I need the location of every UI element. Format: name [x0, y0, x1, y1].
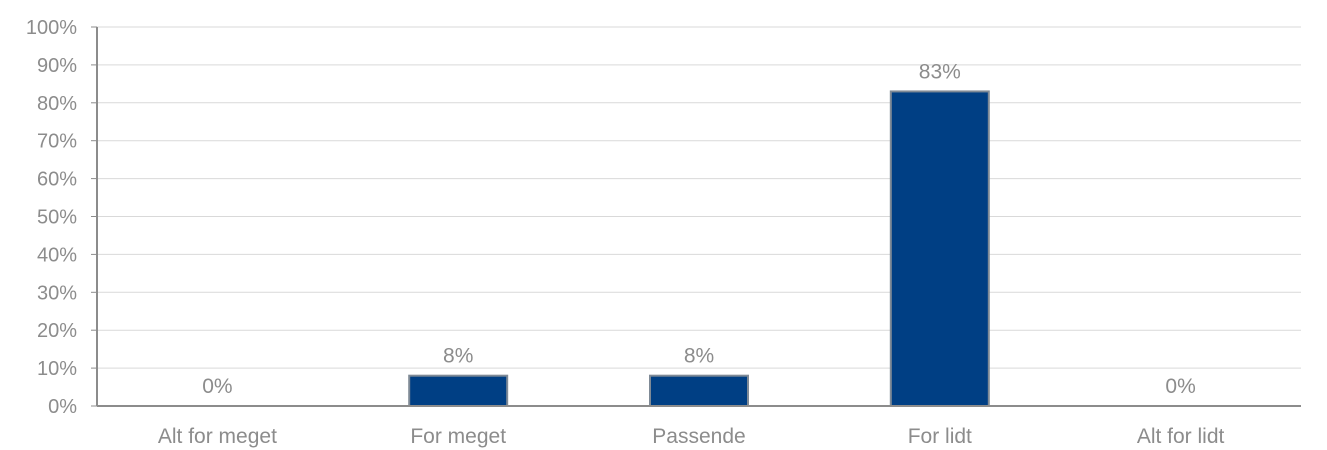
x-tick-label: Alt for meget — [158, 425, 277, 448]
data-label: 8% — [684, 345, 714, 368]
y-tick-label: 0% — [48, 396, 77, 418]
y-tick-label: 60% — [37, 169, 77, 191]
gridlines — [97, 26, 1301, 369]
bar — [889, 90, 990, 408]
data-labels: 0% 8% 8% 83% 0% — [202, 60, 1196, 398]
x-tick-label: For meget — [410, 425, 506, 448]
x-tick-label: Alt for lidt — [1137, 425, 1225, 448]
data-label: 8% — [443, 345, 473, 368]
y-tick-label: 80% — [37, 93, 77, 115]
y-axis-ticks: 0% 10% 20% 30% 40% 50% 60% 70% 80% 90% 100% — [26, 17, 97, 418]
x-axis-labels: Alt for meget For meget Passende For lidt Al… — [158, 425, 1225, 448]
y-tick-label: 10% — [37, 358, 77, 380]
x-tick-label: Passende — [652, 425, 745, 448]
y-tick-label: 40% — [37, 244, 77, 266]
y-tick-label: 90% — [37, 55, 77, 77]
y-tick-label: 20% — [37, 320, 77, 342]
x-tick-label: For lidt — [908, 425, 972, 448]
data-label: 0% — [202, 375, 232, 398]
data-label: 0% — [1165, 375, 1195, 398]
y-tick-label: 50% — [37, 207, 77, 229]
y-tick-label: 30% — [37, 282, 77, 304]
bar — [408, 374, 509, 407]
data-label: 83% — [919, 60, 961, 83]
bar — [649, 374, 749, 407]
y-tick-label: 100% — [26, 17, 77, 39]
y-tick-label: 70% — [37, 131, 77, 153]
bars — [408, 90, 990, 408]
